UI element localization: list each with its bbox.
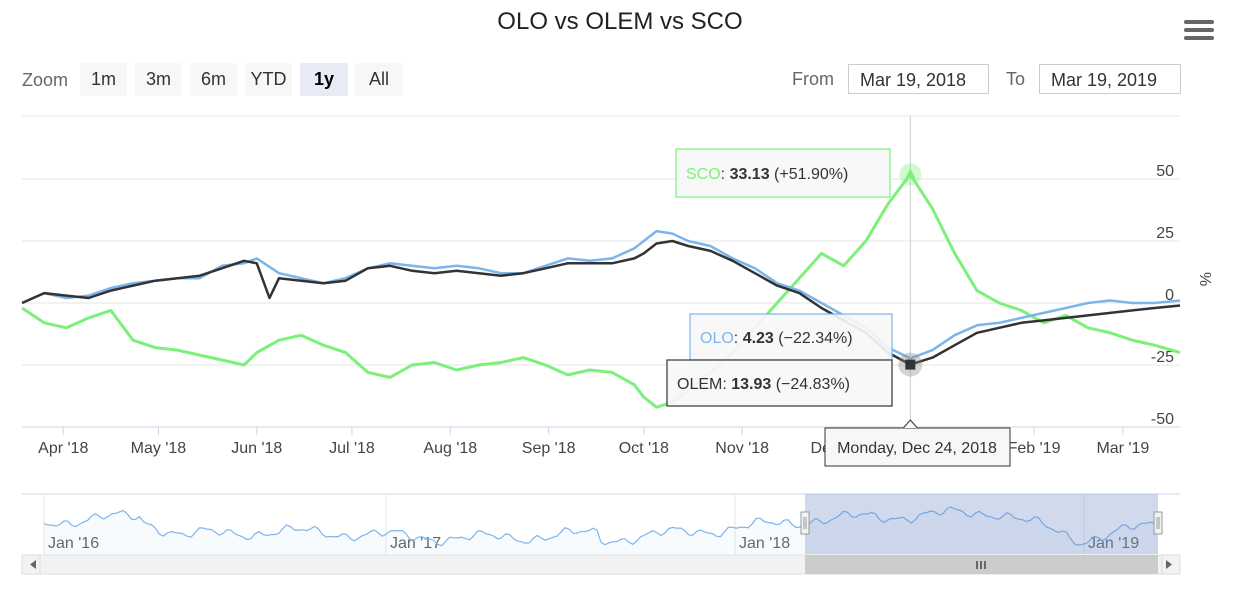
series-line-olem (21, 239, 1181, 366)
x-tick-label: Jul '18 (329, 440, 375, 457)
navigator-year-label: Jan '18 (739, 535, 790, 552)
x-tick-label: Sep '18 (522, 440, 576, 457)
zoom-ytd-button[interactable]: YTD (245, 63, 292, 96)
series-group (21, 172, 1181, 409)
tooltip-date-text: Monday, Dec 24, 2018 (837, 440, 997, 457)
x-tick-label: Nov '18 (715, 440, 769, 457)
from-date-input[interactable]: Mar 19, 2018 (848, 64, 989, 94)
from-label: From (792, 69, 834, 89)
navigator[interactable]: Jan '16 Jan '17 Jan '18 Jan '19 (21, 493, 1181, 575)
y-tick-label: 50 (1156, 163, 1174, 180)
navigator-series (43, 506, 1159, 547)
x-tick-label: Mar '19 (1096, 440, 1149, 457)
tooltip-series-name: SCO (686, 166, 721, 183)
y-tick-label: -50 (1151, 411, 1174, 428)
hamburger-menu-icon[interactable] (1184, 20, 1214, 46)
tooltip-date: Monday, Dec 24, 2018 (824, 419, 1011, 467)
x-tick-label: Aug '18 (423, 440, 477, 457)
y-tick-label: 25 (1156, 225, 1174, 242)
navigator-handle-left (800, 511, 810, 535)
svg-text:SCO: 33.13 (+51.90%): SCO: 33.13 (+51.90%) (686, 166, 848, 183)
x-axis: Apr '18 May '18 Jun '18 Jul '18 Aug '18 Sep '… (38, 427, 1149, 457)
navigator-handle-right (1153, 511, 1163, 535)
zoom-label: Zoom (22, 70, 69, 90)
zoom-all-button[interactable]: All (355, 63, 403, 96)
tooltip-value: 13.93 (731, 376, 771, 393)
x-tick-label: Apr '18 (38, 440, 88, 457)
hover-marker-olem (905, 359, 916, 370)
x-tick-label: Feb '19 (1008, 440, 1061, 457)
zoom-1m-button[interactable]: 1m (80, 63, 127, 96)
series-line-olo (21, 229, 1181, 360)
scroll-left-arrow-icon (30, 560, 36, 569)
tooltip-olo: OLO: 4.23 (−22.34%) (689, 313, 893, 361)
zoom-3m-button[interactable]: 3m (135, 63, 182, 96)
hover-marker-sco (905, 168, 916, 179)
y-tick-label: 0 (1165, 287, 1174, 304)
x-tick-label: Jun '18 (231, 440, 282, 457)
x-tick-label: Oct '18 (619, 440, 669, 457)
y-axis-label: % (1196, 272, 1213, 286)
y-axis: 50 25 0 -25 -50 (1151, 163, 1174, 428)
tooltip-change: (−22.34%) (774, 330, 853, 347)
zoom-6m-button[interactable]: 6m (190, 63, 237, 96)
tooltip-value: 4.23 (743, 330, 774, 347)
series-line-sco (21, 172, 1181, 409)
y-tick-label: -25 (1151, 349, 1174, 366)
navigator-selection (805, 494, 1158, 554)
y-grid (22, 115, 1180, 428)
tooltip-series-name: OLEM (677, 376, 722, 393)
scrollbar-grip-icon (976, 561, 986, 569)
tooltip-value: 33.13 (730, 166, 770, 183)
zoom-1y-button[interactable]: 1y (300, 63, 348, 96)
tooltip-group: SCO: 33.13 (+51.90%)OLO: 4.23 (−22.34%)O… (666, 148, 1011, 467)
tooltip-change: (+51.90%) (770, 166, 849, 183)
svg-text:OLO: 4.23 (−22.34%): OLO: 4.23 (−22.34%) (700, 330, 853, 347)
scroll-right-arrow-icon (1166, 560, 1172, 569)
tooltip-sco: SCO: 33.13 (+51.90%) (675, 148, 891, 198)
navigator-area (44, 507, 1158, 554)
navigator-year-label: Jan '16 (48, 535, 99, 552)
crosshair (898, 116, 923, 427)
tooltip-change: (−24.83%) (771, 376, 850, 393)
to-date-input[interactable]: Mar 19, 2019 (1039, 64, 1181, 94)
chart-title: OLO vs OLEM vs SCO (497, 8, 743, 35)
to-label: To (1006, 69, 1026, 89)
tooltip-olem: OLEM: 13.93 (−24.83%) (666, 359, 893, 407)
svg-text:OLEM: 13.93 (−24.83%): OLEM: 13.93 (−24.83%) (677, 376, 850, 393)
scrollbar (21, 554, 1181, 575)
x-tick-label: May '18 (131, 440, 187, 457)
tooltip-series-name: OLO (700, 330, 734, 347)
